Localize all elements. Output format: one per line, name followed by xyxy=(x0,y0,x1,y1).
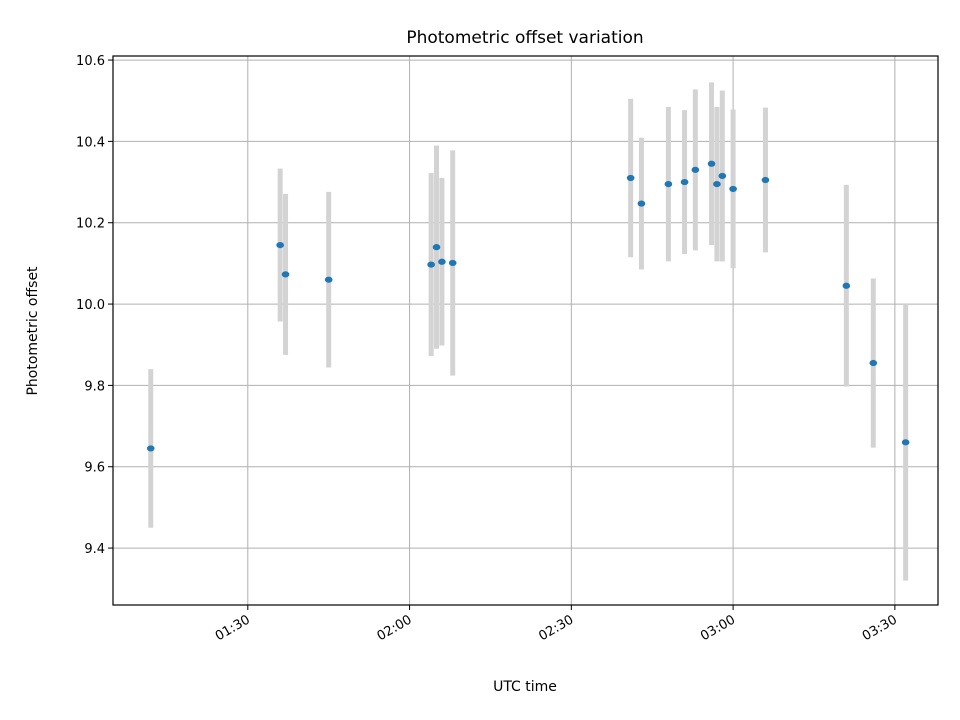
y-tick-label: 9.8 xyxy=(84,379,105,394)
x-axis-label: UTC time xyxy=(493,679,557,695)
y-tick-label: 10.2 xyxy=(76,217,105,232)
grid xyxy=(113,56,938,605)
data-point xyxy=(718,172,727,180)
data-point xyxy=(713,181,721,188)
data-point xyxy=(146,445,155,452)
data-point xyxy=(438,258,446,265)
data-point xyxy=(637,200,646,207)
y-tick-label: 10.4 xyxy=(76,135,105,150)
data-point xyxy=(761,176,770,184)
data-point xyxy=(842,282,851,289)
data-point xyxy=(626,174,635,182)
data-point xyxy=(664,181,673,188)
data-point xyxy=(276,242,284,249)
y-tick-label: 9.4 xyxy=(84,542,105,557)
data-point xyxy=(281,271,290,278)
data-point xyxy=(691,166,700,173)
data-point xyxy=(869,359,878,367)
y-tick-label: 10.0 xyxy=(76,298,105,313)
y-tick-label: 9.6 xyxy=(84,461,105,476)
data-points xyxy=(146,160,910,452)
data-point xyxy=(432,244,441,251)
data-point xyxy=(901,439,910,446)
y-tick-label: 10.6 xyxy=(76,54,105,69)
y-axis-ticks: 9.4 9.6 9.8 10.0 10.2 10.4 10.6 xyxy=(76,54,113,557)
data-point xyxy=(324,276,333,283)
data-point xyxy=(427,261,435,268)
plot-frame xyxy=(112,55,939,606)
data-point xyxy=(680,178,689,186)
data-point xyxy=(448,259,457,267)
y-axis-label: Photometric offset xyxy=(25,266,41,396)
data-point xyxy=(729,185,737,193)
chart-title: Photometric offset variation xyxy=(406,28,643,48)
data-point xyxy=(707,160,716,167)
